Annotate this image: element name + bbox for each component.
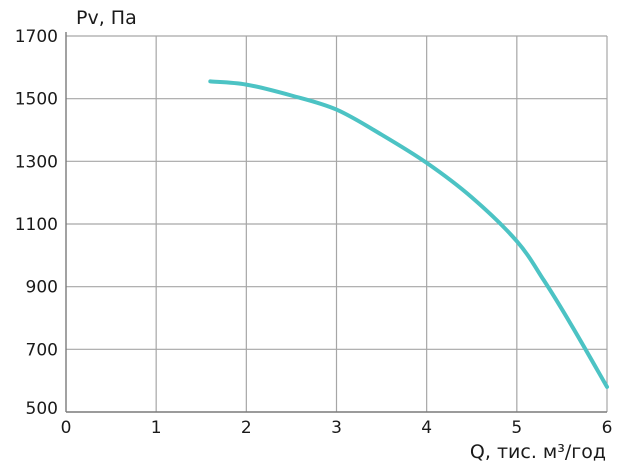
x-tick-label: 4: [421, 418, 432, 438]
y-axis-title: Pv, Па: [76, 7, 137, 29]
x-tick-label: 2: [241, 418, 252, 438]
x-tick-label: 5: [511, 418, 522, 438]
y-tick-label: 1100: [15, 215, 58, 235]
x-axis-title: Q, тис. м³/год: [470, 441, 606, 463]
axes: [65, 32, 607, 413]
x-tick-label: 6: [602, 418, 613, 438]
x-tick-label: 3: [331, 418, 342, 438]
y-tick-label: 500: [26, 399, 58, 419]
grid-lines: [66, 35, 608, 412]
series-line: [208, 79, 609, 389]
x-tick-label: 1: [151, 418, 162, 438]
y-tick-label: 700: [26, 340, 58, 360]
y-tick-label: 1300: [15, 152, 58, 172]
y-tick-label: 900: [26, 278, 58, 298]
tick-labels: 0 1 2 3 4 5 6 500 700 900 1100 1300 1500 1700: [15, 27, 613, 438]
series-layer: [208, 79, 609, 389]
x-tick-label: 0: [61, 418, 72, 438]
y-tick-label: 1500: [15, 90, 58, 110]
y-tick-label: 1700: [15, 27, 58, 47]
